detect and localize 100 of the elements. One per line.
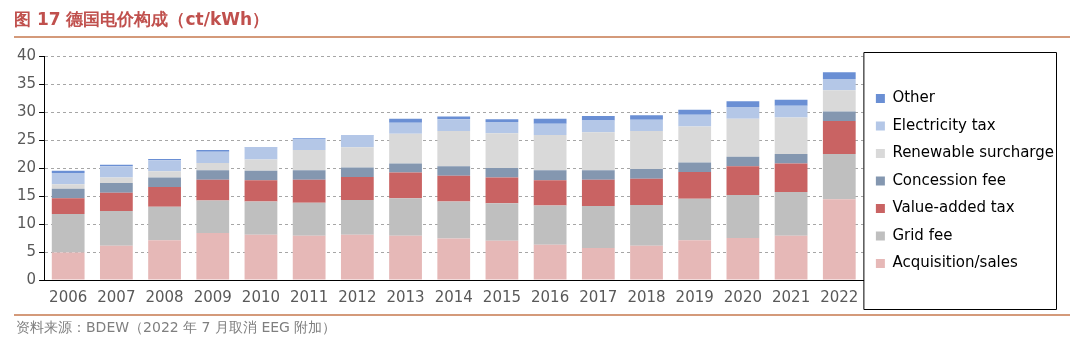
x-tick-label: 2015 bbox=[482, 287, 522, 306]
bar bbox=[774, 105, 808, 118]
bar bbox=[726, 101, 760, 107]
bar bbox=[726, 156, 760, 167]
bar bbox=[148, 160, 181, 172]
bar bbox=[678, 171, 712, 199]
bar bbox=[389, 122, 422, 134]
bar bbox=[148, 240, 181, 280]
bar bbox=[581, 206, 615, 249]
bar bbox=[678, 109, 712, 115]
bar bbox=[51, 173, 85, 185]
bar bbox=[726, 166, 760, 195]
bar bbox=[774, 117, 808, 154]
bar bbox=[485, 119, 519, 123]
bar bbox=[340, 135, 374, 148]
chart-title: 图 17 德国电价构成（ct/kWh） bbox=[14, 8, 270, 31]
x-tick-label: 2020 bbox=[723, 287, 762, 306]
bar bbox=[822, 199, 856, 280]
bar bbox=[99, 245, 133, 280]
bar bbox=[389, 133, 422, 164]
bar bbox=[196, 200, 230, 233]
bar bbox=[678, 240, 712, 280]
bar bbox=[630, 131, 663, 170]
y-tick-label: 30 bbox=[16, 101, 37, 120]
bar bbox=[51, 198, 85, 214]
bar bbox=[678, 198, 712, 241]
bar bbox=[774, 154, 808, 164]
bar bbox=[581, 248, 615, 280]
y-tick-label: 10 bbox=[16, 213, 37, 232]
bar bbox=[99, 192, 133, 212]
x-tick-label: 2008 bbox=[145, 287, 184, 306]
bar bbox=[726, 238, 760, 280]
bar bbox=[99, 183, 133, 193]
bar bbox=[726, 194, 760, 238]
bar bbox=[292, 202, 326, 236]
bar bbox=[99, 211, 133, 246]
bar bbox=[51, 213, 85, 253]
bar bbox=[148, 187, 181, 207]
bar bbox=[726, 118, 760, 157]
bar bbox=[437, 238, 471, 280]
bar bbox=[630, 169, 663, 179]
bar bbox=[533, 123, 567, 135]
x-tick-label: 2011 bbox=[290, 287, 329, 306]
bar bbox=[485, 133, 519, 168]
bar bbox=[581, 120, 615, 133]
bar bbox=[533, 244, 567, 280]
y-tick-label: 35 bbox=[16, 73, 37, 92]
legend-label: Value-added tax bbox=[892, 198, 1015, 217]
bar bbox=[244, 201, 278, 235]
bar bbox=[678, 126, 712, 163]
bar bbox=[437, 201, 471, 239]
bar bbox=[292, 179, 326, 203]
x-tick-label: 2019 bbox=[675, 287, 714, 306]
bar bbox=[774, 235, 808, 280]
bar bbox=[340, 167, 374, 177]
bar bbox=[196, 162, 230, 171]
bar bbox=[485, 122, 519, 134]
bar bbox=[196, 170, 230, 180]
bar bbox=[340, 234, 374, 280]
bar bbox=[533, 205, 567, 245]
x-tick-label: 2014 bbox=[434, 287, 473, 306]
bar bbox=[148, 206, 181, 241]
bar bbox=[292, 170, 326, 180]
legend-label: Electricity tax bbox=[892, 115, 996, 134]
bar bbox=[389, 163, 422, 173]
bar bbox=[533, 170, 567, 181]
bar bbox=[51, 184, 85, 189]
x-tick-label: 2017 bbox=[579, 287, 618, 306]
bar bbox=[340, 199, 374, 235]
bar bbox=[581, 132, 615, 171]
bar bbox=[726, 106, 760, 119]
bar bbox=[51, 170, 85, 174]
y-tick-label: 40 bbox=[16, 45, 37, 64]
bar bbox=[99, 166, 133, 178]
x-tick-label: 2007 bbox=[97, 287, 136, 306]
bar bbox=[51, 252, 85, 280]
x-tick-label: 2006 bbox=[49, 287, 88, 306]
bar bbox=[437, 166, 471, 176]
bar bbox=[389, 235, 422, 280]
bar bbox=[389, 118, 422, 123]
bar bbox=[437, 119, 471, 132]
y-tick-label: 0 bbox=[26, 269, 37, 288]
bar bbox=[437, 131, 471, 167]
bar bbox=[822, 78, 856, 91]
bar bbox=[485, 240, 519, 280]
bar bbox=[292, 150, 326, 171]
legend-label: Other bbox=[892, 88, 936, 107]
bar bbox=[581, 170, 615, 180]
bar bbox=[630, 115, 663, 120]
legend-label: Acquisition/sales bbox=[892, 253, 1018, 272]
bar bbox=[148, 177, 181, 188]
bar bbox=[51, 188, 85, 199]
bar bbox=[630, 245, 663, 280]
bar bbox=[485, 168, 519, 178]
bar bbox=[196, 151, 230, 163]
bar bbox=[437, 175, 471, 202]
bar bbox=[822, 111, 856, 121]
bar bbox=[822, 120, 856, 154]
bar bbox=[533, 118, 567, 124]
y-tick-label: 15 bbox=[16, 185, 37, 204]
